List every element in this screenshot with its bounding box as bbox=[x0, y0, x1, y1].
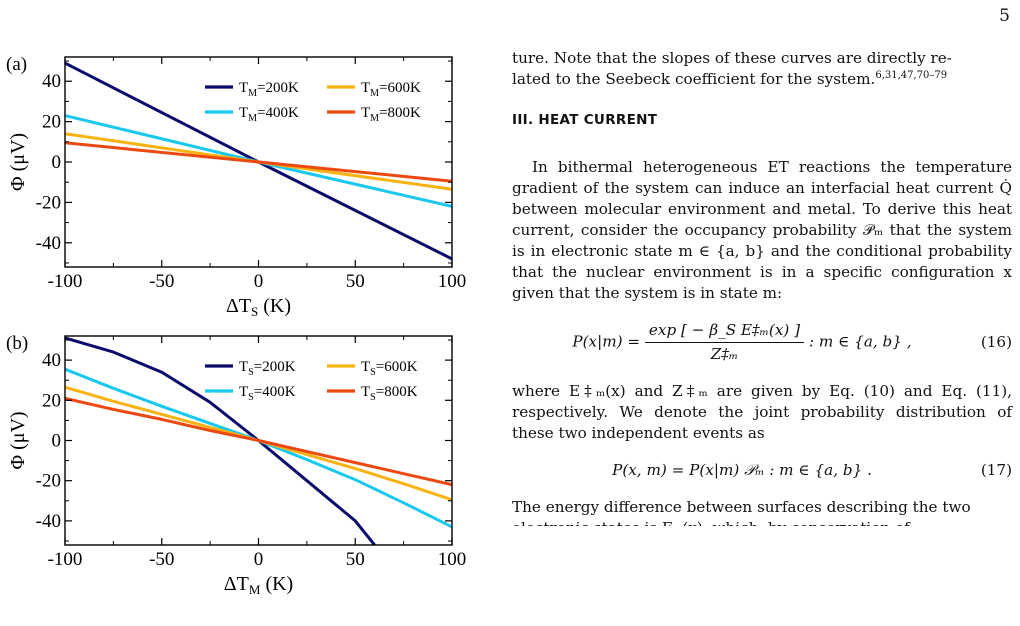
equation-16: P(x|m) = exp [ − β_S E‡ₘ(x) ] Z‡ₘ : m ∈ {… bbox=[572, 321, 1012, 363]
paragraph-cut: electronic states is Eₘ(x), which, by co… bbox=[512, 518, 1012, 526]
section-heading: III. HEAT CURRENT bbox=[512, 112, 658, 128]
panel-a: -100 -50 0 50 100 40 20 0 -20 -40 (a) ΔTS (K) Φ (μV)… bbox=[6, 54, 466, 319]
x-tick-label: 0 bbox=[254, 271, 264, 292]
x-tick-label: 100 bbox=[438, 271, 467, 292]
legend-label: TS=200K bbox=[239, 359, 296, 378]
y-tick-label: -40 bbox=[36, 233, 61, 254]
paragraph-after-eq16: where E‡ₘ(x) and Z‡ₘ are given by Eq. (1… bbox=[512, 382, 1012, 442]
x-tick-label: 0 bbox=[254, 549, 264, 570]
citation: 6,31,47,70–79 bbox=[875, 69, 948, 81]
y-tick-label: 20 bbox=[42, 112, 61, 133]
x-axis-label: ΔTS (K) bbox=[226, 295, 291, 319]
panel-label: (b) bbox=[6, 333, 28, 354]
legend-label: TS=800K bbox=[361, 384, 418, 403]
equation-17: P(x, m) = P(x|m) 𝒫ₘ : m ∈ {a, b} . (17) bbox=[612, 461, 1012, 479]
y-tick-label: 40 bbox=[42, 71, 61, 92]
y-tick-label: -20 bbox=[36, 192, 61, 213]
equation-number: (17) bbox=[980, 461, 1012, 479]
x-tick-label: -50 bbox=[149, 271, 174, 292]
page-number: 5 bbox=[999, 6, 1010, 26]
x-tick-label: 100 bbox=[438, 549, 467, 570]
legend-label: TM=200K bbox=[239, 80, 299, 99]
y-tick-label: -20 bbox=[36, 471, 61, 492]
panel-b: -100 -50 0 50 100 40 20 0 -20 -40 (b) ΔTM (K) Φ (μV)… bbox=[6, 333, 466, 597]
legend-label: TM=800K bbox=[361, 105, 421, 124]
x-tick-label: -100 bbox=[48, 549, 83, 570]
x-tick-label: 50 bbox=[346, 271, 365, 292]
series-line bbox=[65, 141, 452, 183]
text-column: ture. Note that the slopes of these curv… bbox=[512, 48, 1012, 526]
y-tick-label: 40 bbox=[42, 350, 61, 371]
legend-label: TM=400K bbox=[239, 105, 299, 124]
panel-label: (a) bbox=[6, 54, 27, 75]
y-axis-label: Φ (μV) bbox=[7, 133, 29, 191]
paragraph-main: In bithermal heterogeneous ET reactions … bbox=[512, 158, 1012, 302]
x-tick-label: -50 bbox=[149, 549, 174, 570]
x-tick-label: -100 bbox=[48, 271, 83, 292]
legend-label: TS=600K bbox=[361, 359, 418, 378]
legend-label: TS=400K bbox=[239, 384, 296, 403]
legend-label: TM=600K bbox=[361, 80, 421, 99]
equation-number: (16) bbox=[980, 333, 1012, 351]
y-tick-label: 20 bbox=[42, 390, 61, 411]
figure: -100 -50 0 50 100 40 20 0 -20 -40 (a) ΔTS (K) Φ (μV)… bbox=[6, 54, 466, 597]
x-tick-label: 50 bbox=[346, 549, 365, 570]
series-line bbox=[65, 396, 452, 487]
x-axis-label: ΔTM (K) bbox=[224, 573, 293, 597]
paragraph-bottom: The energy difference between surfaces d… bbox=[512, 498, 971, 516]
paragraph-top: ture. Note that the slopes of these curv… bbox=[512, 49, 952, 88]
series-line bbox=[65, 336, 376, 545]
y-axis-label: Φ (μV) bbox=[7, 411, 29, 469]
y-tick-label: 0 bbox=[52, 431, 62, 452]
y-tick-label: -40 bbox=[36, 511, 61, 532]
y-tick-label: 0 bbox=[52, 152, 62, 173]
series-line bbox=[65, 385, 452, 502]
